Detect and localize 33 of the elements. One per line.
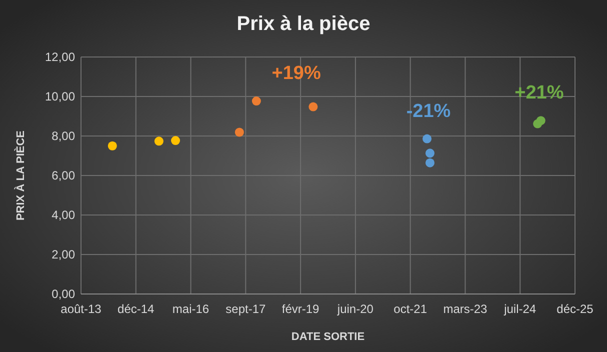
x-axis-title: DATE SORTIE [291, 331, 365, 343]
y-axis-title: PRIX À LA PIÈCE [14, 130, 27, 221]
x-tick-label: oct-21 [394, 302, 428, 316]
point [154, 136, 164, 146]
x-tick-label: août-13 [60, 302, 102, 316]
point [108, 141, 117, 150]
x-tick-label: mai-16 [172, 302, 210, 316]
y-tick-label: 2,00 [52, 248, 76, 262]
point [425, 148, 434, 158]
chart-title: Prix à la pièce [236, 13, 370, 35]
annotation: +21% [514, 82, 564, 104]
point [536, 116, 546, 126]
x-tick-label: févr-19 [282, 302, 320, 316]
y-tick-label: 6,00 [52, 168, 76, 183]
annotation: -21% [406, 100, 451, 122]
y-tick-label: 4,00 [52, 208, 76, 222]
x-tick-label: juin-20 [336, 302, 374, 316]
y-tick-label: 8,00 [52, 129, 76, 144]
x-tick-label: sept-17 [226, 302, 266, 316]
x-tick-label: déc-14 [118, 302, 155, 316]
annotation: +19% [272, 63, 321, 84]
point [171, 136, 180, 146]
x-tick-label: juil-24 [503, 302, 536, 316]
y-tick-label: 10,00 [44, 90, 76, 104]
point [252, 96, 261, 106]
y-tick-label: 0,00 [52, 287, 76, 302]
x-tick-label: déc-25 [556, 302, 594, 316]
y-tick-label: 12,00 [44, 50, 76, 64]
x-tick-label: mars-23 [443, 302, 488, 316]
point [425, 158, 434, 168]
point [308, 102, 318, 112]
point [422, 134, 432, 144]
point [234, 128, 244, 137]
